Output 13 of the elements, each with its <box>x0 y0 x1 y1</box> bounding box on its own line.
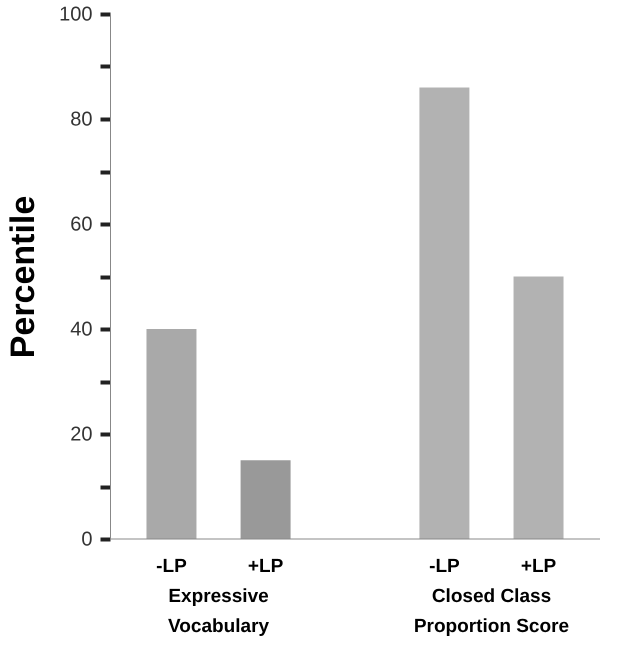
y-tick-label: 80 <box>70 108 92 130</box>
x-tick-label: -LP <box>156 556 188 577</box>
x-tick-label: -LP <box>429 556 460 577</box>
y-tick-label: 0 <box>81 528 92 550</box>
text: Expressive Vocabulary <box>168 586 270 637</box>
x-tick-label: +LP <box>520 556 557 577</box>
y-axis-title: Percentile <box>4 196 42 358</box>
x-tick-label: +LP <box>248 556 284 577</box>
y-tick-label: 100 <box>59 4 92 26</box>
text: Closed Class Proportion Score <box>414 586 570 637</box>
y-tick-label: 40 <box>70 318 92 340</box>
y-tick-label: 60 <box>70 214 92 236</box>
y-tick-label: 20 <box>70 424 92 446</box>
